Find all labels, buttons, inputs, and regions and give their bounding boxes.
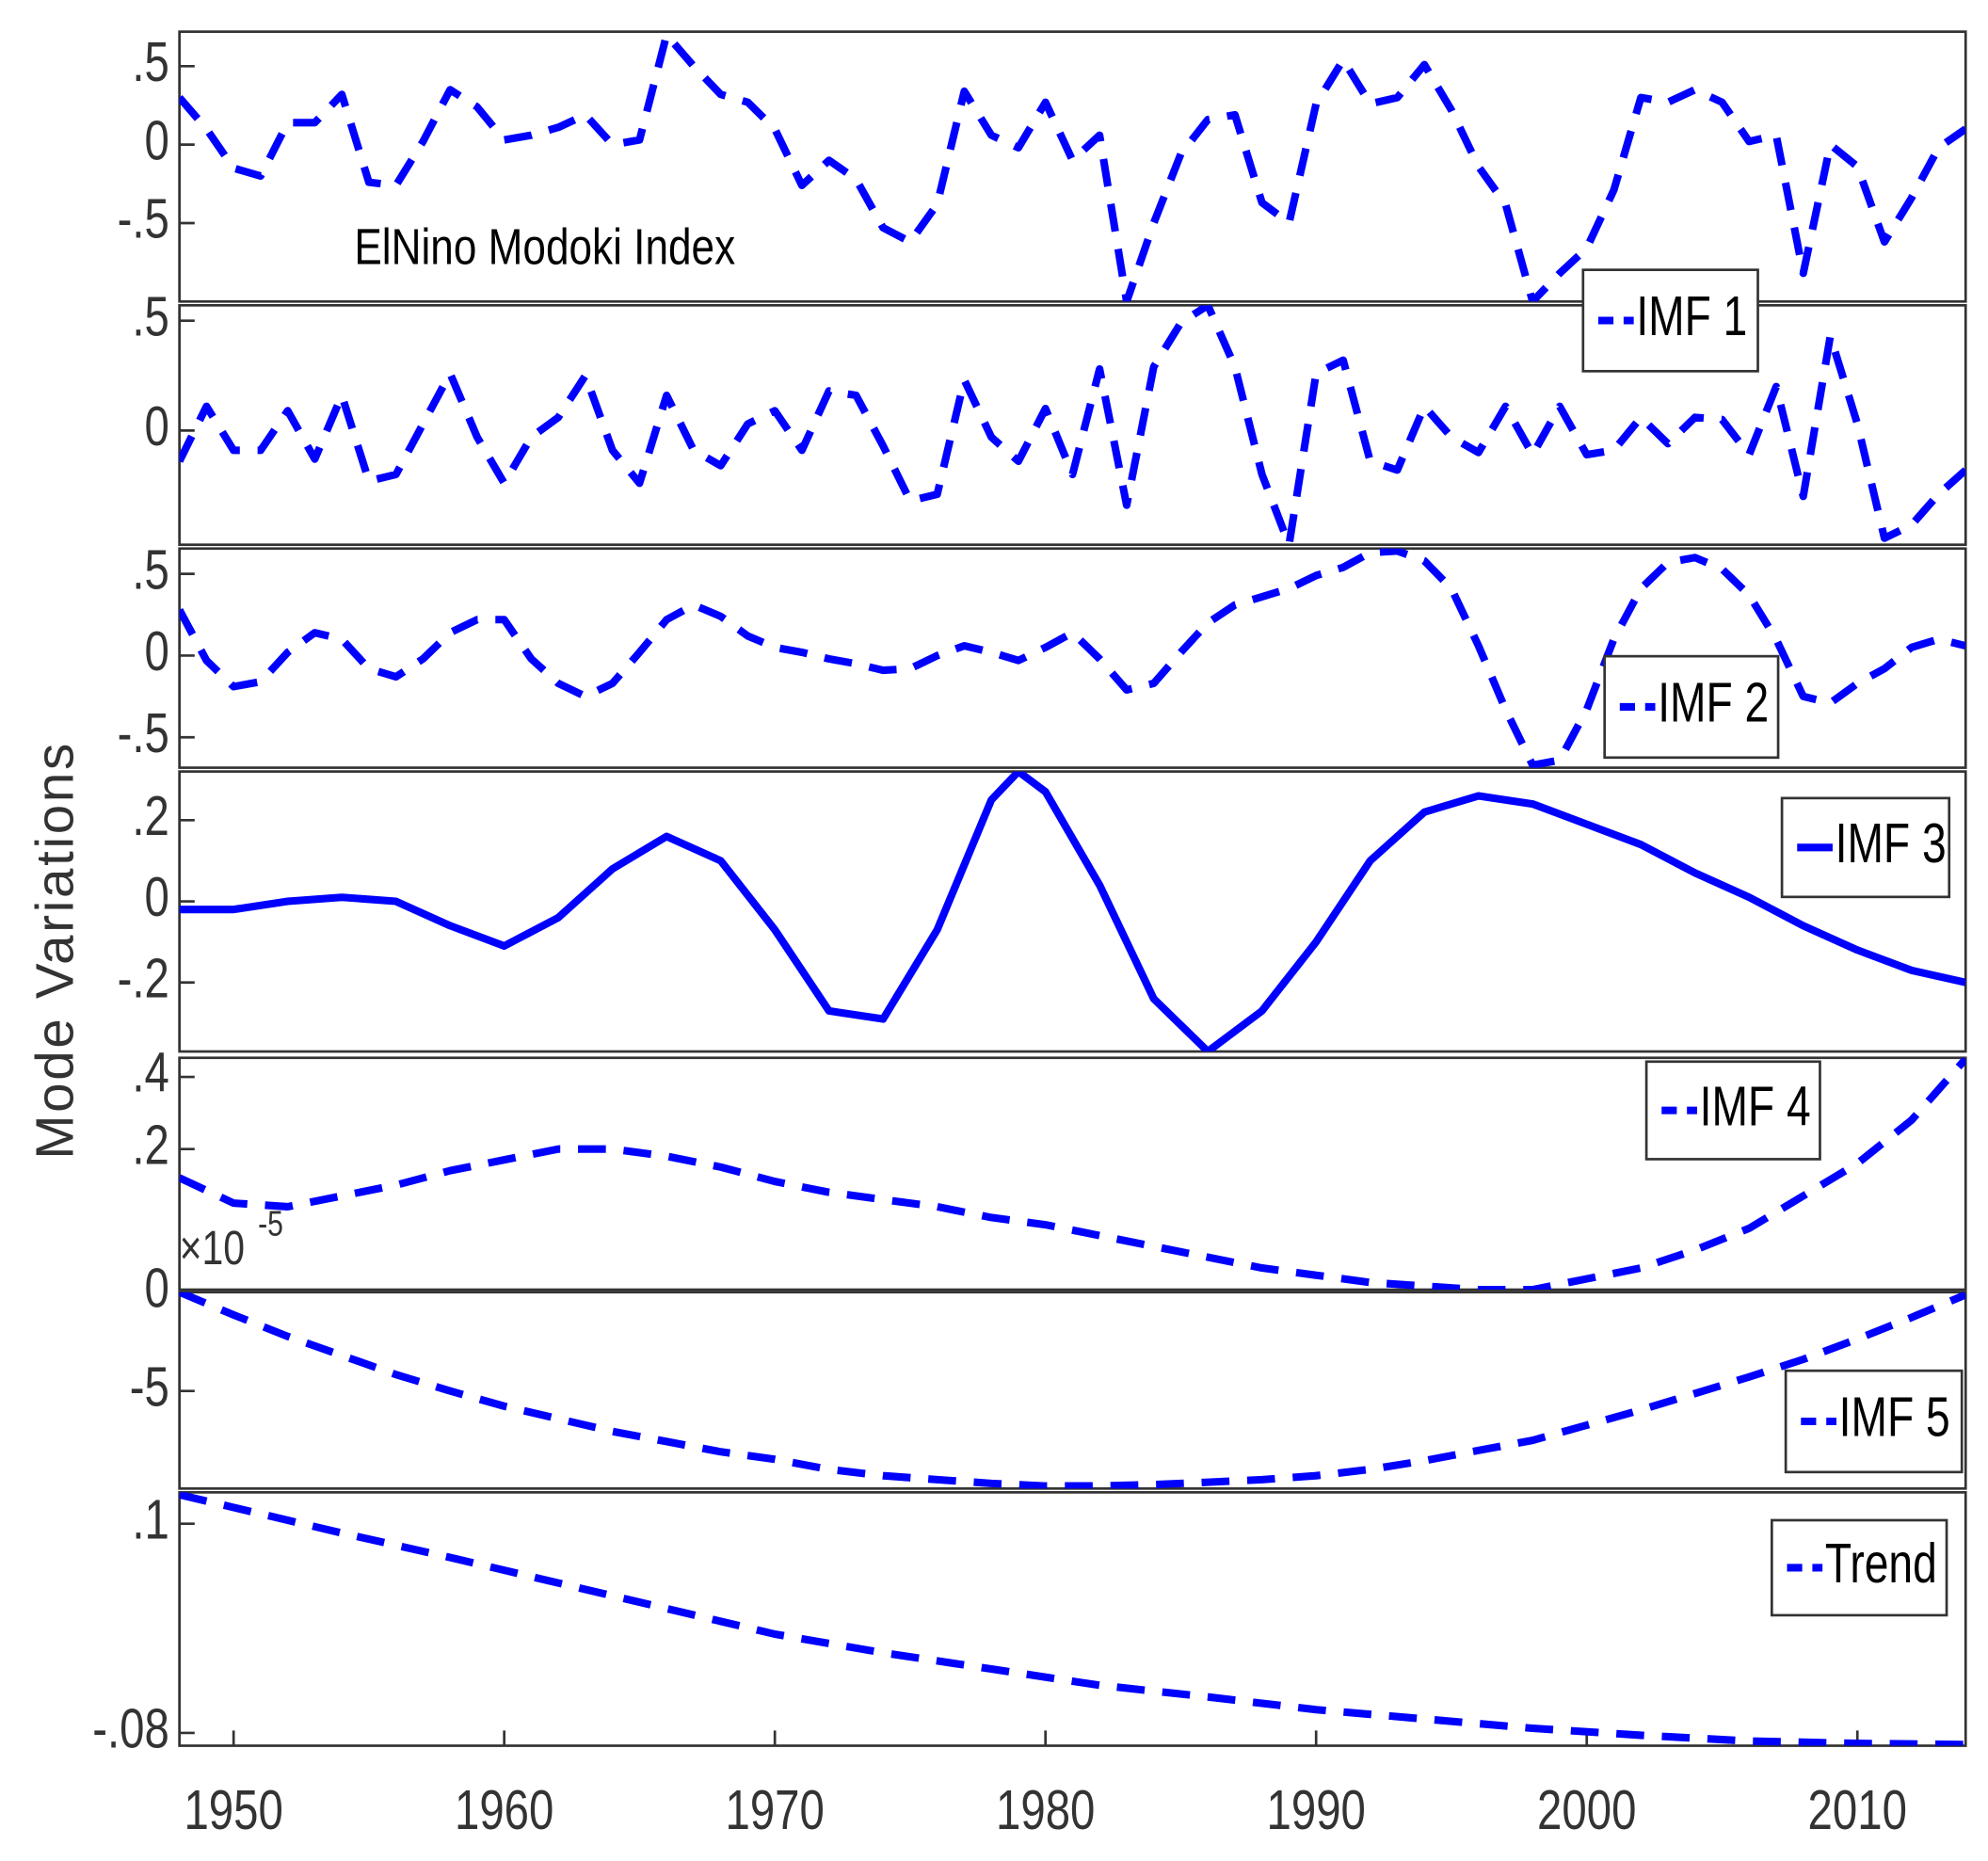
y-tick-label: -5 (130, 1356, 169, 1418)
legend-label: IMF 5 (1839, 1387, 1950, 1449)
y-tick-label: -.08 (92, 1698, 169, 1760)
legend-label: IMF 2 (1658, 672, 1769, 734)
legend-label: Trend (1825, 1533, 1937, 1596)
series-line (179, 771, 1966, 1052)
panel-frame (178, 303, 1967, 547)
y-tick-label: .5 (132, 538, 169, 601)
series-line (179, 31, 1966, 302)
y-tick-label: .2 (132, 785, 169, 847)
legend-label: IMF 1 (1636, 286, 1747, 348)
series-line (179, 1291, 1966, 1489)
axis-multiplier-exponent: -5 (258, 1205, 283, 1244)
x-tick-label: 1950 (184, 1779, 282, 1841)
series-line (179, 305, 1966, 545)
annotation: ElNino Modoki Index (354, 219, 735, 276)
y-tick-label: .2 (132, 1114, 169, 1176)
series-line (179, 1492, 1966, 1746)
y-tick-label: .5 (132, 31, 169, 93)
y-tick-label: -.5 (118, 702, 169, 764)
y-tick-label: 0 (145, 1257, 169, 1319)
y-tick-label: .1 (132, 1488, 169, 1550)
x-tick-label: 1990 (1267, 1779, 1366, 1841)
legend-box (1644, 1060, 1821, 1161)
series-line (179, 1057, 1966, 1291)
legend-label: IMF 4 (1700, 1076, 1811, 1138)
x-tick-label: 2010 (1808, 1779, 1907, 1841)
y-tick-label: 0 (145, 109, 169, 171)
x-tick-label: 1980 (996, 1779, 1095, 1841)
axis-multiplier: ×10 (180, 1221, 245, 1275)
y-tick-label: -.2 (118, 947, 169, 1009)
y-tick-label: .4 (132, 1042, 169, 1104)
series-line (179, 548, 1966, 768)
panel-frame (178, 547, 1967, 769)
panel-frame (178, 1491, 1967, 1747)
x-tick-label: 2000 (1537, 1779, 1636, 1841)
y-axis-label: Mode Variations (25, 741, 85, 1160)
panel-frame (178, 770, 1967, 1053)
legend-label: IMF 3 (1836, 813, 1947, 875)
y-tick-label: .5 (132, 285, 169, 347)
y-tick-label: 0 (145, 395, 169, 457)
panel-frame (178, 30, 1967, 303)
x-tick-label: 1960 (455, 1779, 553, 1841)
panel-frame (178, 1056, 1967, 1291)
y-tick-label: 0 (145, 866, 169, 928)
x-tick-label: 1970 (725, 1779, 824, 1841)
y-tick-label: -.5 (118, 188, 169, 250)
y-tick-label: 0 (145, 620, 169, 682)
